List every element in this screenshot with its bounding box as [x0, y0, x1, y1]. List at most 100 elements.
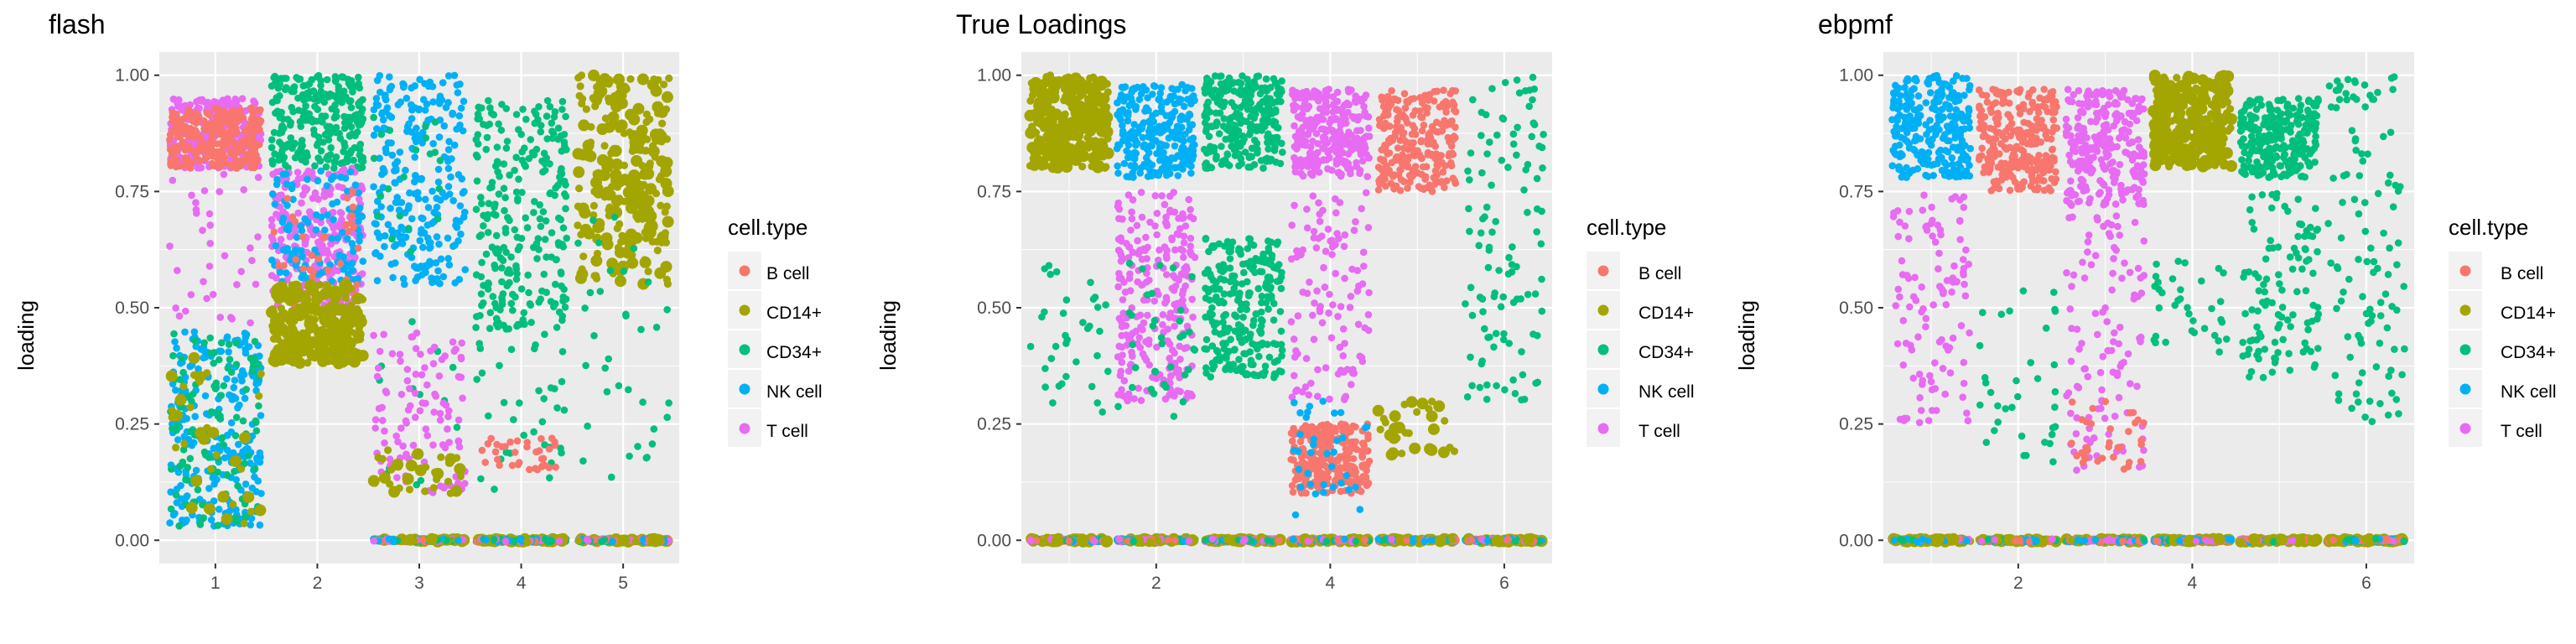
- legend: cell.type B cell CD14+ CD34+ NK cell T c…: [728, 215, 823, 447]
- point-b-cell: [350, 223, 358, 231]
- point-cd34: [224, 364, 232, 372]
- point-cd14: [617, 536, 626, 544]
- point-cd34: [370, 154, 378, 163]
- point-cd34: [1150, 317, 1159, 325]
- point-cd34: [522, 214, 529, 222]
- point-cd14: [662, 135, 672, 143]
- point-b-cell: [195, 112, 203, 121]
- point-cd14: [523, 538, 532, 546]
- point-nk-cell: [389, 273, 397, 282]
- point-cd34: [560, 131, 569, 138]
- point-t-cell: [1175, 231, 1183, 238]
- point-t-cell: [1180, 271, 1187, 278]
- point-b-cell: [195, 132, 204, 141]
- point-cd34: [291, 139, 299, 148]
- point-cd34: [492, 314, 501, 323]
- point-cd34: [643, 454, 651, 461]
- point-nk-cell: [421, 106, 429, 114]
- point-t-cell: [247, 244, 254, 252]
- point-cd34: [562, 112, 569, 121]
- point-b-cell: [288, 213, 297, 221]
- point-nk-cell: [386, 73, 393, 80]
- point-t-cell: [200, 278, 207, 286]
- point-cd34: [1176, 317, 1183, 325]
- point-nk-cell: [411, 172, 419, 179]
- point-b-cell: [498, 443, 506, 450]
- point-b-cell: [232, 124, 240, 132]
- point-nk-cell: [397, 223, 405, 231]
- x-tick-label: 1: [210, 574, 221, 593]
- point-cd14: [212, 451, 221, 460]
- point-nk-cell: [178, 517, 186, 524]
- point-cd34: [475, 232, 484, 241]
- point-cd34: [625, 386, 632, 394]
- point-t-cell: [1163, 247, 1171, 254]
- point-cd34: [487, 109, 496, 117]
- point-cd14: [322, 331, 335, 344]
- point-cd34: [514, 246, 522, 254]
- point-t-cell: [199, 226, 206, 234]
- point-cd34: [557, 168, 564, 176]
- point-t-cell: [397, 391, 406, 398]
- point-cd14: [195, 377, 204, 386]
- point-cd34: [1041, 265, 1049, 273]
- point-t-cell: [1134, 236, 1141, 245]
- legend-label-b-cell: B cell: [766, 264, 809, 283]
- point-cd14: [405, 460, 418, 472]
- point-b-cell: [538, 455, 546, 463]
- point-nk-cell: [1149, 112, 1156, 120]
- point-t-cell: [311, 192, 319, 200]
- point-b-cell: [176, 162, 184, 170]
- point-b-cell: [249, 113, 257, 121]
- point-b-cell: [511, 449, 519, 456]
- point-cd14: [240, 519, 248, 527]
- point-nk-cell: [356, 204, 364, 212]
- point-nk-cell: [1182, 130, 1189, 138]
- point-cd34: [537, 122, 545, 129]
- y-tick-label: 0.25: [115, 415, 149, 434]
- point-nk-cell: [344, 187, 351, 195]
- point-b-cell: [236, 106, 244, 114]
- point-t-cell: [252, 280, 260, 288]
- point-cd14: [578, 119, 590, 132]
- point-cd34: [501, 194, 509, 201]
- point-cd34: [1179, 397, 1187, 406]
- point-t-cell: [273, 274, 280, 282]
- point-cd34: [519, 106, 527, 113]
- point-cd14: [336, 356, 349, 368]
- point-cd14: [378, 454, 387, 463]
- point-cd14: [1071, 144, 1083, 156]
- point-cd34: [562, 205, 569, 213]
- point-cd14: [356, 335, 365, 344]
- point-b-cell: [349, 188, 357, 196]
- point-cd14: [172, 444, 180, 452]
- point-cd34: [280, 75, 288, 82]
- point-nk-cell: [408, 106, 416, 114]
- point-t-cell: [444, 425, 451, 433]
- point-cd34: [504, 280, 512, 288]
- point-t-cell: [457, 353, 465, 361]
- point-t-cell: [418, 371, 426, 379]
- point-cd14: [588, 69, 600, 81]
- point-nk-cell: [394, 101, 402, 109]
- point-nk-cell: [422, 195, 429, 204]
- point-nk-cell: [373, 277, 382, 285]
- point-b-cell: [220, 110, 227, 117]
- point-cd14: [583, 227, 595, 240]
- point-cd14: [574, 537, 583, 545]
- point-b-cell: [167, 162, 175, 169]
- point-cd34: [554, 124, 563, 132]
- point-cd14: [454, 463, 466, 475]
- point-cd14: [371, 479, 379, 487]
- point-nk-cell: [1165, 164, 1173, 171]
- point-nk-cell: [253, 454, 261, 462]
- point-cd14: [288, 329, 300, 340]
- point-cd14: [1047, 161, 1060, 174]
- point-cd14: [655, 175, 664, 184]
- point-cd34: [558, 97, 567, 106]
- point-nk-cell: [1117, 91, 1125, 99]
- point-b-cell: [513, 437, 522, 445]
- point-cd14: [307, 347, 315, 356]
- point-cd34: [474, 131, 482, 138]
- point-nk-cell: [257, 490, 265, 497]
